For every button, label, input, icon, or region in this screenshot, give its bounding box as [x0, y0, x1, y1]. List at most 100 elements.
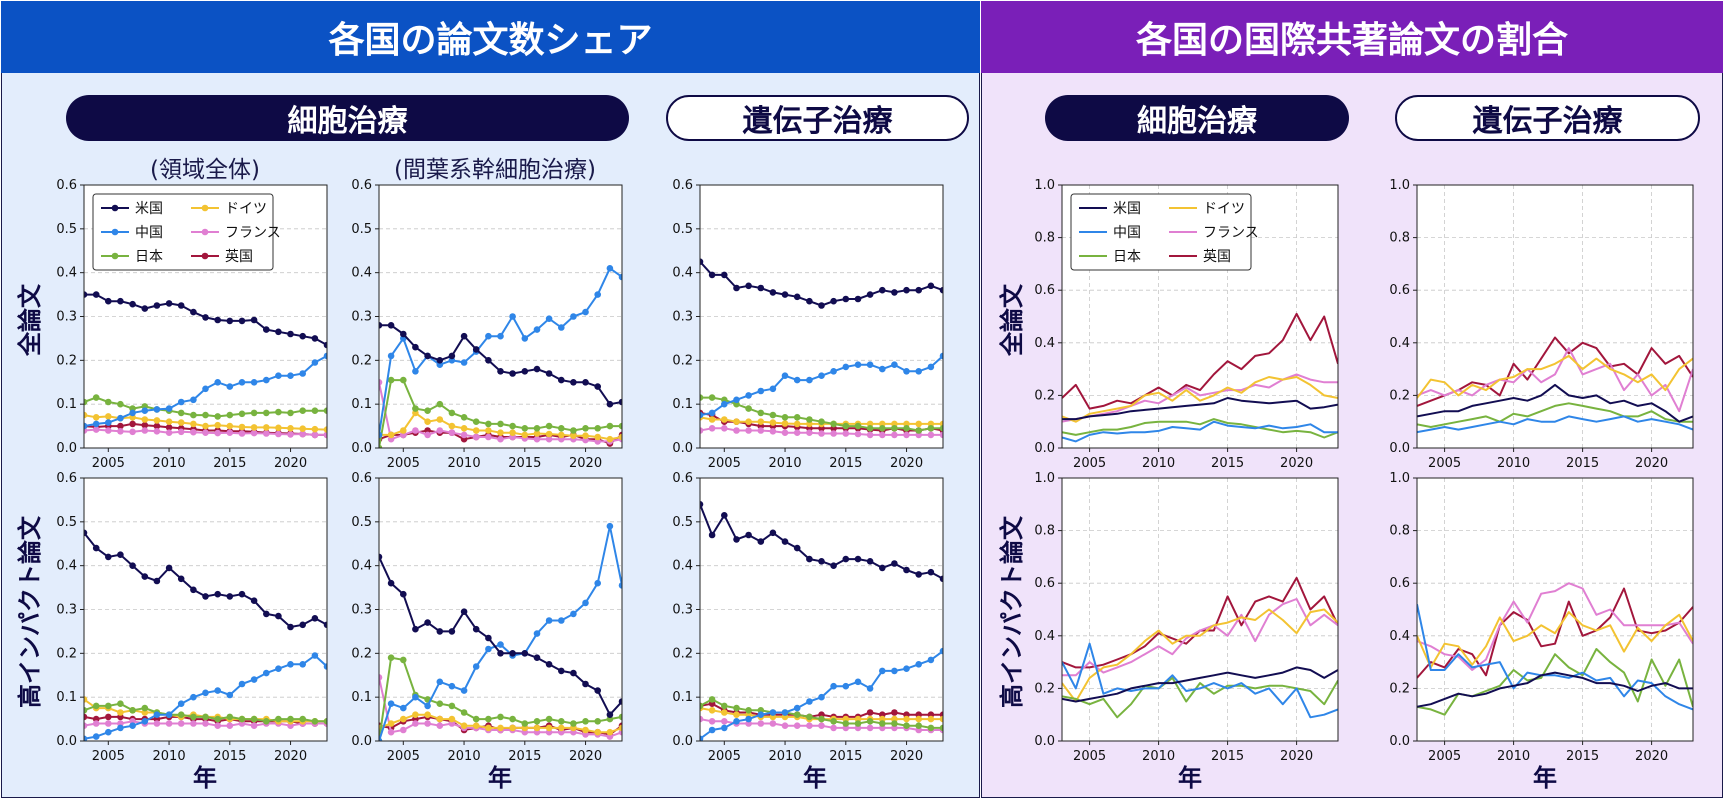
data-point [879, 425, 886, 432]
series-英国 [1417, 336, 1693, 407]
data-point [939, 575, 943, 583]
y-tick-label: 0.1 [672, 690, 693, 705]
data-point [105, 419, 112, 426]
legend-label: 英国 [1203, 248, 1231, 265]
data-point [781, 420, 789, 427]
data-point [618, 398, 622, 406]
data-point [84, 713, 88, 721]
data-point [842, 363, 850, 371]
x-tick-label: 2005 [1073, 749, 1106, 764]
data-point [545, 430, 553, 438]
data-point [594, 718, 601, 725]
data-point [818, 558, 825, 565]
data-point [497, 713, 504, 721]
y-tick-label: 0.6 [351, 471, 372, 486]
data-point [165, 300, 173, 307]
data-point [84, 722, 88, 729]
plot-frame [83, 477, 328, 742]
data-point [238, 379, 246, 386]
series-line [1062, 608, 1338, 703]
y-tick-label: 0.3 [351, 310, 372, 325]
data-point [250, 676, 258, 683]
y-tick-label: 0.2 [351, 353, 372, 368]
x-tick-label: 2010 [153, 456, 186, 471]
data-point [299, 332, 307, 340]
x-tick-label: 2015 [1566, 456, 1599, 471]
data-point [387, 431, 395, 439]
y-tick-label: 0.2 [56, 646, 77, 661]
data-point [250, 715, 258, 723]
legend-label: 日本 [135, 249, 163, 265]
data-point [570, 432, 577, 440]
series-米国 [700, 258, 943, 309]
data-point [448, 702, 456, 710]
data-point [854, 422, 862, 430]
data-point [509, 715, 516, 723]
data-point [250, 409, 258, 417]
y-tick-label: 0.1 [351, 690, 372, 705]
series-line [1417, 611, 1693, 669]
data-point [879, 720, 886, 727]
data-point [558, 376, 565, 384]
data-point [400, 330, 407, 338]
y-tick-label: 0.6 [351, 178, 372, 193]
data-point [618, 713, 622, 721]
data-point [806, 713, 813, 721]
data-point [448, 422, 456, 430]
y-tick-label: 0.2 [351, 646, 372, 661]
plot-frame [1061, 477, 1339, 742]
data-point [606, 265, 614, 272]
data-point [733, 418, 740, 426]
data-point [226, 593, 234, 600]
data-point [521, 335, 529, 342]
data-point [830, 368, 837, 375]
data-point [177, 711, 185, 718]
data-point [84, 398, 88, 406]
data-point [214, 413, 221, 420]
series-中国 [1062, 642, 1338, 719]
x-tick-label: 2015 [213, 456, 246, 471]
data-point [177, 302, 185, 309]
data-point [769, 428, 777, 435]
data-point [105, 720, 112, 727]
data-point [105, 427, 112, 434]
data-point [879, 365, 886, 373]
series-ドイツ [1417, 611, 1693, 669]
data-point [708, 425, 716, 432]
y-tick-label: 0.8 [1389, 231, 1410, 246]
data-point [165, 564, 173, 572]
series-line [1062, 376, 1338, 423]
data-point [84, 696, 88, 703]
data-point [238, 590, 246, 598]
data-point [618, 422, 622, 430]
data-point [379, 431, 383, 439]
data-point [117, 400, 124, 408]
x-tick-label: 2010 [153, 749, 186, 764]
series-日本 [379, 376, 622, 448]
series-line [1417, 354, 1693, 399]
x-tick-label: 2010 [448, 456, 481, 471]
data-point [275, 612, 282, 620]
data-point [939, 431, 943, 439]
data-point [733, 718, 740, 725]
data-point [781, 538, 789, 545]
data-point [92, 702, 100, 710]
data-point [190, 308, 197, 316]
data-point [323, 663, 327, 670]
data-point [275, 715, 282, 723]
data-point [533, 435, 541, 443]
series-英国 [1417, 587, 1693, 679]
data-point [558, 431, 565, 439]
data-point [153, 428, 161, 435]
data-point [202, 713, 209, 721]
data-point [854, 720, 862, 727]
data-point [781, 414, 789, 421]
data-point [153, 720, 161, 727]
data-point [323, 718, 327, 725]
data-point [84, 707, 88, 714]
data-point [533, 654, 541, 661]
y-tick-label: 0.2 [672, 646, 693, 661]
plot-frame [1416, 184, 1694, 449]
data-point [708, 718, 716, 725]
data-point [854, 678, 862, 686]
